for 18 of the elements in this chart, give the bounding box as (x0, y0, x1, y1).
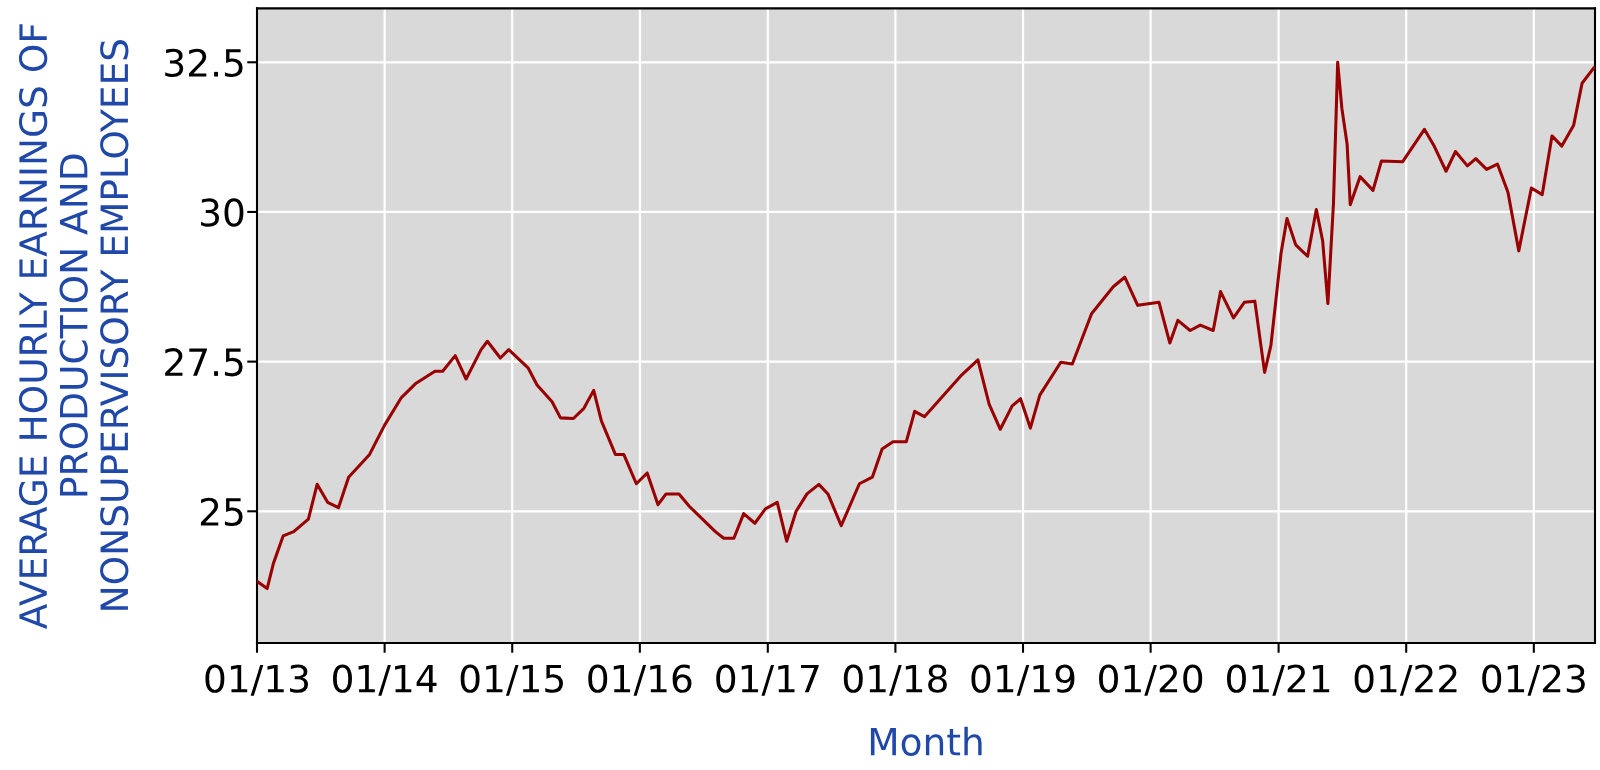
x-tick-label: 01/16 (588, 664, 692, 696)
y-tick-label: 30 (201, 198, 244, 227)
y-tick-label: 32.5 (165, 48, 243, 78)
x-tick-label: 01/18 (843, 664, 947, 696)
x-tick-label: 01/14 (333, 664, 437, 696)
y-tick-label: 27.5 (165, 348, 243, 377)
line-series (257, 60, 1595, 591)
y-tick-label: 25 (200, 497, 243, 527)
x-tick-label: 01/20 (1099, 664, 1203, 696)
x-tick-label: 01/21 (1227, 664, 1330, 696)
x-axis-title: Month (870, 726, 982, 756)
x-tick-label: 01/13 (205, 664, 309, 696)
x-tick-label: 01/19 (971, 664, 1075, 696)
x-tick-label: 01/15 (460, 664, 563, 696)
x-tick-label: 01/23 (1482, 664, 1585, 696)
y-axis-title: AVERAGE HOURLY EARNINGS OF PRODUCTION AND NONSUPERVISORY EMPLOYEES (18, 24, 129, 630)
x-tick-label: 01/17 (716, 664, 819, 696)
x-tick-label: 01/22 (1354, 664, 1457, 696)
